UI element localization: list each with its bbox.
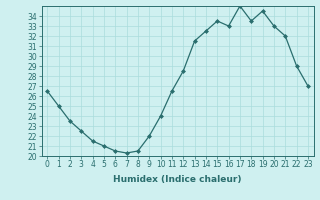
X-axis label: Humidex (Indice chaleur): Humidex (Indice chaleur) bbox=[113, 175, 242, 184]
